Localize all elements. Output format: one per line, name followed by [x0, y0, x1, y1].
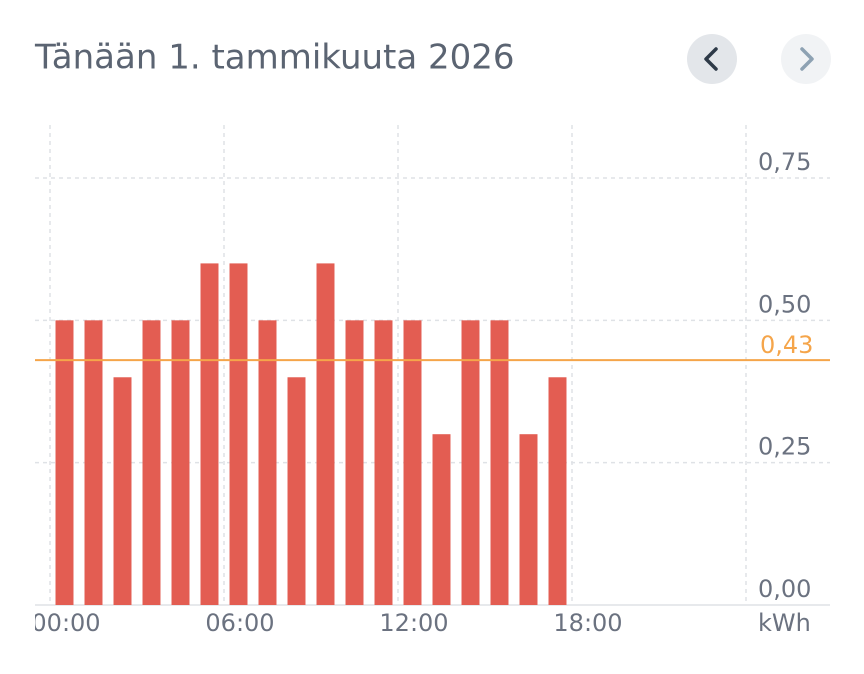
prev-button-bg: [687, 34, 737, 84]
bar: [171, 320, 190, 605]
bar: [490, 320, 509, 605]
bar: [200, 263, 219, 605]
bar: [55, 320, 74, 605]
bar: [142, 320, 161, 605]
y-tick-label: 0,25: [758, 433, 811, 461]
bar: [258, 320, 277, 605]
next-button-bg: [781, 34, 831, 84]
prev-chevron: [704, 47, 718, 71]
bar: [316, 263, 335, 605]
x-tick-label: 06:00: [205, 609, 274, 637]
y-tick-label: 0,75: [758, 148, 811, 176]
x-axis: 00:00 06:00 12:00 18:00: [31, 609, 623, 637]
bar: [287, 377, 306, 605]
x-tick-label: 12:00: [379, 609, 448, 637]
y-tick-label: 0,00: [758, 575, 811, 603]
next-chevron: [800, 47, 814, 71]
bar: [345, 320, 364, 605]
bar: [403, 320, 422, 605]
y-tick-label: 0,50: [758, 290, 811, 318]
bar: [519, 434, 538, 605]
bar: [84, 320, 103, 605]
bar: [432, 434, 451, 605]
x-tick-label: 18:00: [553, 609, 622, 637]
next-button[interactable]: [781, 34, 831, 84]
bar: [374, 320, 393, 605]
y-unit: kWh: [758, 609, 811, 637]
average-label: 0,43: [760, 331, 813, 359]
x-tick-label: 00:00: [31, 609, 100, 637]
bar: [461, 320, 480, 605]
bar: [548, 377, 567, 605]
title: Tänään 1. tammikuuta 2026: [34, 38, 515, 78]
bar: [113, 377, 132, 605]
bar: [229, 263, 248, 605]
prev-button[interactable]: [687, 34, 737, 84]
